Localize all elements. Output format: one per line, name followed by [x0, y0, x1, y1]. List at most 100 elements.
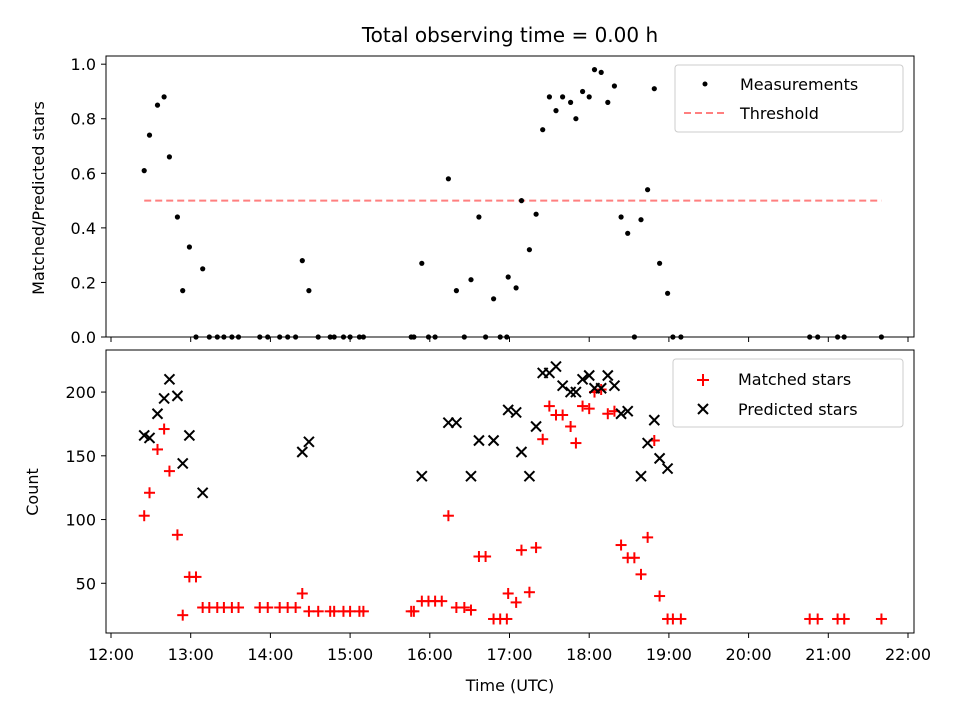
x-tick-label-4: 16:00 [407, 645, 453, 664]
matched-star-point-48 [530, 542, 542, 554]
predicted-star-point-3 [158, 392, 170, 405]
matched-star-point-63 [628, 552, 640, 564]
matched-star-point-20 [296, 587, 308, 599]
matched-star-point-0 [138, 510, 150, 522]
matched-star-point-44 [502, 587, 514, 599]
x-tick-label-2: 14:00 [247, 645, 293, 664]
matched-star-point-64 [635, 568, 647, 580]
matched-star-point-2 [151, 443, 163, 455]
measurement-point-49 [546, 94, 553, 100]
matched-star-point-46 [515, 544, 527, 556]
measurement-point-9 [200, 266, 206, 272]
measurement-point-6 [180, 288, 186, 294]
legend-predicted-marker [697, 403, 709, 415]
matched-star-point-40 [480, 551, 492, 563]
top-legend: Measurements Threshold [674, 64, 904, 133]
matched-star-point-19 [290, 602, 302, 614]
measurement-point-40 [491, 296, 497, 302]
measurement-point-38 [476, 214, 482, 220]
predicted-star-point-8 [196, 487, 209, 499]
legend-matched-label: Matched stars [738, 370, 851, 389]
matched-star-point-72 [812, 613, 824, 625]
measurement-point-56 [591, 67, 598, 73]
measurement-point-20 [299, 258, 305, 264]
chart-title: Total observing time = 0.00 h [361, 23, 658, 47]
predicted-star-point-37 [641, 437, 654, 449]
predicted-star-point-2 [151, 408, 164, 420]
predicted-star-point-7 [183, 429, 196, 442]
matched-star-point-35 [442, 510, 454, 522]
predicted-star-point-19 [515, 446, 528, 458]
measurement-point-63 [638, 217, 644, 223]
top-y-tick-label-4: 0.8 [71, 110, 96, 129]
measurement-point-45 [518, 198, 525, 204]
measurement-point-67 [665, 290, 671, 296]
measurement-point-52 [568, 99, 574, 105]
x-tick-label-6: 18:00 [566, 645, 612, 664]
top-panel: Total observing time = 0.00 h Matched/Pr… [29, 23, 915, 347]
matched-star-point-8 [190, 571, 202, 583]
predicted-star-point-6 [177, 457, 189, 470]
predicted-star-point-5 [171, 390, 184, 402]
matched-star-point-1 [144, 487, 156, 499]
matched-star-point-52 [557, 409, 569, 421]
legend-threshold-label: Threshold [739, 104, 819, 123]
measurement-point-7 [186, 244, 192, 250]
bottom-y-tick-label-1: 100 [65, 511, 96, 530]
matched-star-point-22 [312, 605, 324, 617]
measurement-point-4 [166, 154, 172, 160]
predicted-star-point-39 [653, 452, 666, 465]
bottom-axis-ticks: 12:00 13:00 14:00 15:00 16:00 17:00 18:00 19:00… [65, 383, 931, 664]
x-tick-label-9: 21:00 [805, 645, 851, 664]
top-y-tick-label-1: 0.2 [71, 273, 96, 292]
bottom-plot-marks [138, 360, 887, 625]
bottom-y-axis-label: Count [23, 468, 42, 516]
measurement-point-55 [586, 94, 592, 100]
measurement-point-5 [174, 214, 180, 220]
measurement-point-48 [540, 127, 546, 133]
legend-measurements-marker [702, 81, 708, 87]
predicted-star-point-18 [510, 406, 522, 419]
predicted-star-point-17 [502, 404, 514, 416]
predicted-star-point-15 [473, 434, 485, 447]
predicted-star-point-14 [465, 470, 477, 482]
matched-star-point-74 [838, 613, 850, 625]
bottom-legend-box [672, 358, 904, 428]
matched-star-point-65 [642, 531, 654, 543]
legend-predicted-label: Predicted stars [738, 400, 858, 419]
matched-star-point-28 [357, 605, 369, 617]
measurement-point-59 [611, 83, 618, 89]
top-plot-marks [141, 67, 885, 340]
predicted-star-point-4 [163, 373, 176, 386]
measurement-point-44 [513, 285, 519, 291]
predicted-star-point-13 [450, 416, 463, 429]
matched-star-point-47 [523, 586, 535, 598]
predicted-star-point-20 [523, 470, 536, 482]
matched-star-point-24 [328, 605, 340, 617]
bottom-panel: Count Time (UTC) 12:00 13:00 14:00 15:00 16:… [23, 349, 931, 695]
measurement-point-54 [580, 88, 586, 95]
matched-star-point-67 [654, 590, 666, 602]
legend-matched-marker [697, 374, 709, 386]
matched-star-point-30 [408, 605, 420, 617]
matched-star-point-6 [177, 609, 189, 621]
bottom-plot-frame [105, 349, 915, 634]
predicted-star-point-21 [530, 420, 542, 433]
predicted-star-point-34 [615, 408, 627, 420]
measurement-point-37 [468, 277, 474, 283]
measurement-point-60 [618, 214, 624, 220]
predicted-star-point-27 [570, 386, 582, 398]
predicted-star-point-36 [635, 470, 647, 482]
matched-star-point-14 [233, 602, 245, 614]
predicted-star-point-29 [583, 369, 595, 382]
x-tick-label-5: 17:00 [486, 645, 532, 664]
x-tick-label-10: 22:00 [885, 645, 931, 664]
measurement-point-66 [657, 260, 663, 266]
predicted-star-point-40 [661, 462, 674, 475]
top-y-tick-label-0: 0.0 [71, 328, 96, 347]
top-legend-box [674, 64, 904, 133]
measurement-point-35 [453, 288, 459, 294]
measurement-point-1 [146, 132, 153, 138]
measurement-point-53 [573, 116, 579, 122]
